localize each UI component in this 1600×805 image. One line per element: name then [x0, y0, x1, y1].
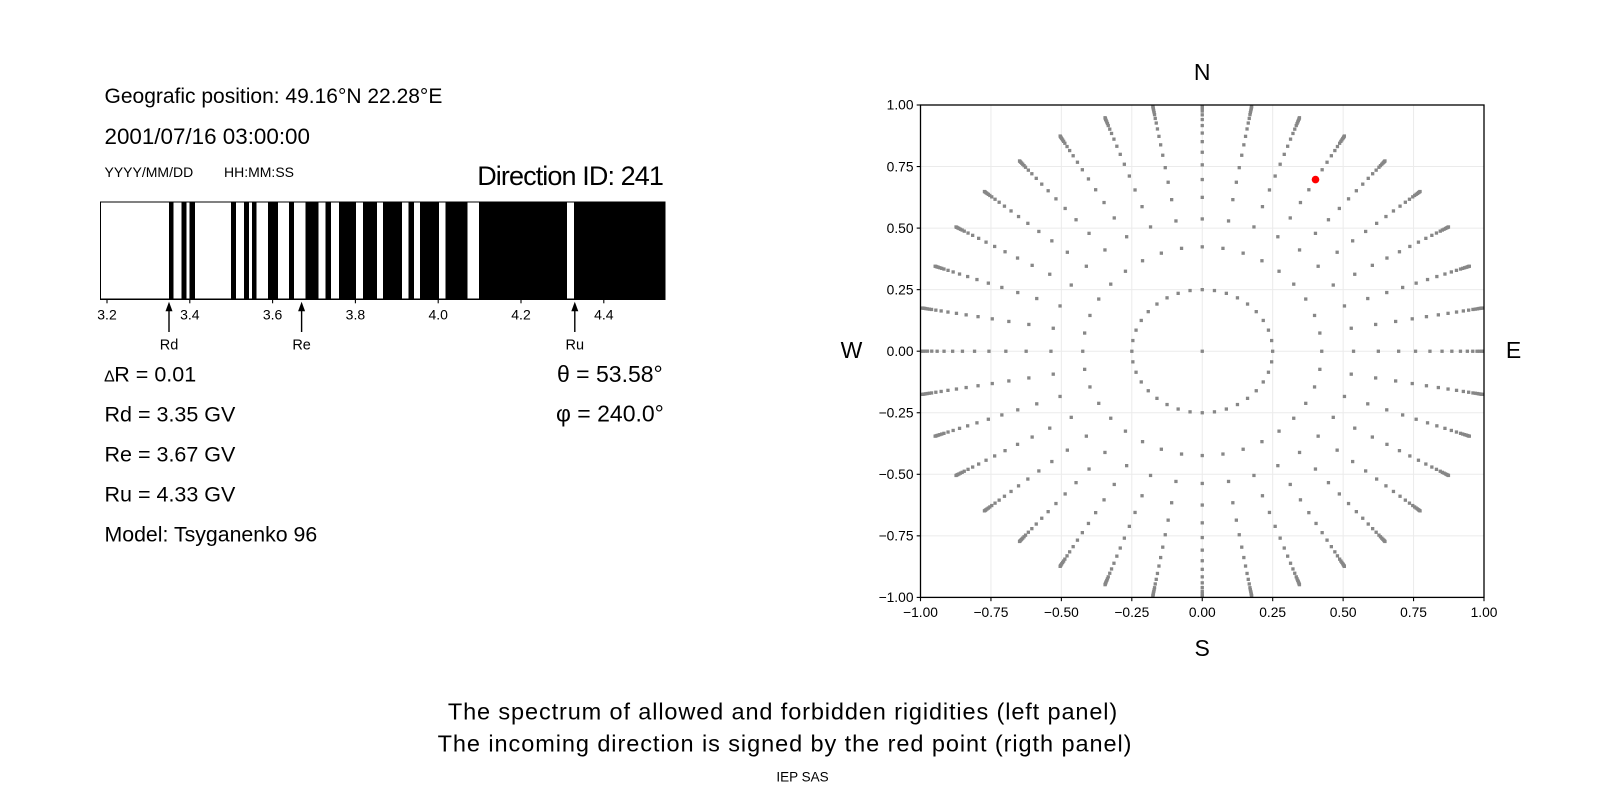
svg-text:0.75: 0.75 — [1400, 605, 1427, 620]
svg-text:Re: Re — [292, 338, 311, 354]
svg-text:3.8: 3.8 — [346, 307, 366, 323]
svg-text:1.00: 1.00 — [1471, 605, 1498, 620]
svg-text:0.75: 0.75 — [887, 159, 914, 174]
svg-text:3.6: 3.6 — [263, 307, 283, 323]
svg-text:1.00: 1.00 — [887, 98, 914, 113]
svg-text:0.25: 0.25 — [887, 282, 914, 297]
svg-text:S: S — [1195, 635, 1210, 661]
svg-text:4.0: 4.0 — [428, 307, 448, 323]
svg-text:E: E — [1506, 337, 1521, 363]
svg-text:2001/07/16 03:00:00: 2001/07/16 03:00:00 — [105, 124, 310, 149]
svg-text:Rd = 3.35 GV: Rd = 3.35 GV — [105, 403, 237, 427]
svg-text:Geografic position: 49.16°N 22: Geografic position: 49.16°N 22.28°E — [105, 85, 443, 108]
svg-text:The incoming direction is sign: The incoming direction is signed by the … — [438, 731, 1133, 757]
svg-text:∆R = 0.01: ∆R = 0.01 — [105, 363, 197, 387]
svg-text:The spectrum of allowed and fo: The spectrum of allowed and forbidden ri… — [448, 699, 1118, 725]
svg-text:0.25: 0.25 — [1259, 605, 1286, 620]
svg-text:HH:MM:SS: HH:MM:SS — [224, 164, 294, 180]
svg-text:−1.00: −1.00 — [903, 605, 938, 620]
svg-text:YYYY/MM/DD: YYYY/MM/DD — [105, 164, 194, 180]
svg-text:3.2: 3.2 — [97, 307, 117, 323]
svg-text:0.50: 0.50 — [887, 221, 914, 236]
svg-text:IEP SAS: IEP SAS — [776, 770, 828, 785]
svg-text:φ = 240.0°: φ = 240.0° — [556, 401, 664, 427]
svg-text:0.50: 0.50 — [1330, 605, 1357, 620]
svg-text:3.4: 3.4 — [180, 307, 200, 323]
svg-text:Re = 3.67 GV: Re = 3.67 GV — [105, 443, 237, 467]
svg-text:0.00: 0.00 — [1189, 605, 1216, 620]
svg-text:−0.75: −0.75 — [973, 605, 1008, 620]
svg-text:Direction ID: 241: Direction ID: 241 — [477, 161, 663, 191]
svg-text:0.00: 0.00 — [887, 344, 914, 359]
svg-text:4.4: 4.4 — [594, 307, 614, 323]
svg-text:−0.25: −0.25 — [879, 405, 914, 420]
svg-text:Ru = 4.33 GV: Ru = 4.33 GV — [105, 483, 237, 507]
svg-text:θ = 53.58°: θ = 53.58° — [557, 361, 663, 387]
svg-text:−1.00: −1.00 — [879, 590, 914, 605]
svg-text:N: N — [1194, 59, 1211, 85]
svg-text:−0.75: −0.75 — [879, 529, 914, 544]
svg-text:−0.25: −0.25 — [1114, 605, 1149, 620]
svg-text:Ru: Ru — [566, 338, 585, 354]
svg-text:W: W — [841, 337, 863, 363]
svg-text:Rd: Rd — [160, 338, 179, 354]
svg-text:−0.50: −0.50 — [879, 467, 914, 482]
svg-text:Model: Tsyganenko 96: Model: Tsyganenko 96 — [105, 523, 318, 547]
svg-text:−0.50: −0.50 — [1044, 605, 1079, 620]
svg-text:4.2: 4.2 — [511, 307, 531, 323]
